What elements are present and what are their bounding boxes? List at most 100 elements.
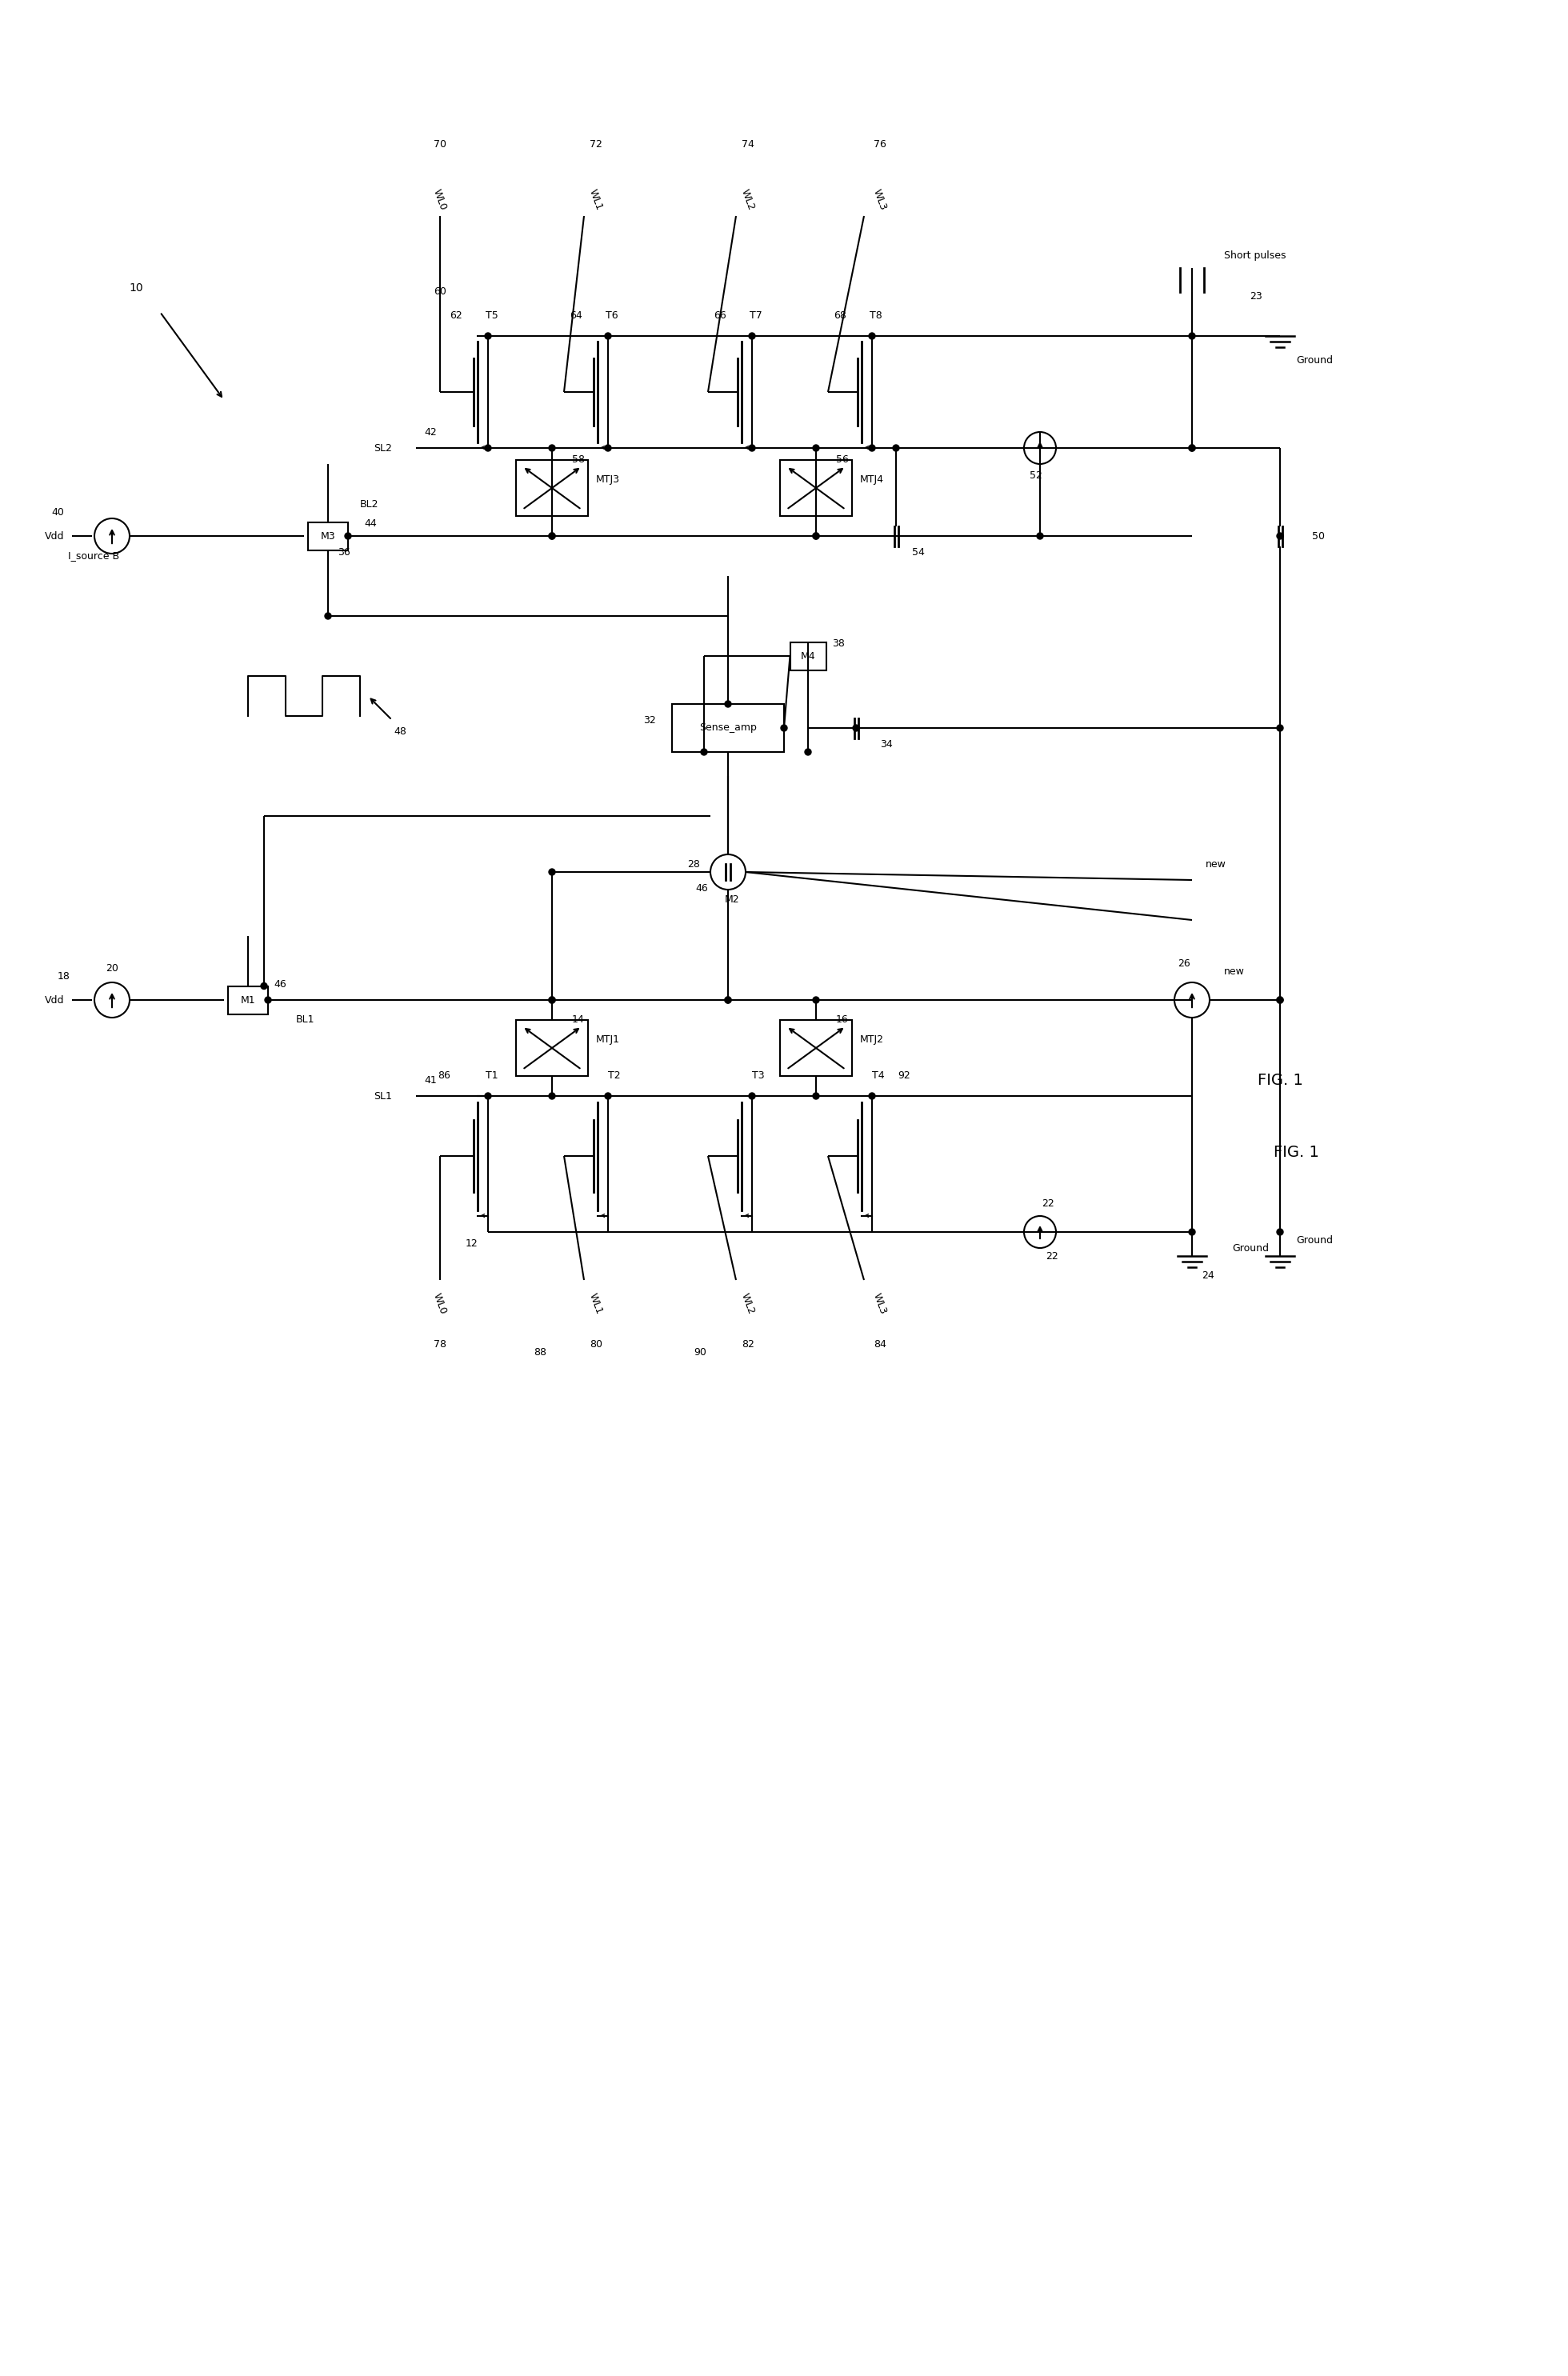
Circle shape: [869, 444, 875, 451]
Circle shape: [1276, 725, 1283, 732]
Circle shape: [549, 870, 555, 874]
Text: T4: T4: [872, 1072, 884, 1081]
Circle shape: [605, 444, 612, 451]
Text: Short pulses: Short pulses: [1225, 252, 1286, 261]
Text: 18: 18: [58, 972, 71, 981]
Text: BL1: BL1: [296, 1015, 315, 1024]
Circle shape: [1189, 444, 1195, 451]
Circle shape: [345, 532, 351, 539]
Circle shape: [750, 1093, 756, 1100]
Circle shape: [812, 532, 818, 539]
Circle shape: [549, 998, 555, 1003]
Text: 58: 58: [572, 454, 585, 466]
Text: SL2: SL2: [373, 442, 392, 454]
Circle shape: [812, 998, 818, 1003]
Bar: [779, 461, 851, 516]
Bar: [790, 642, 826, 670]
Text: 56: 56: [836, 454, 848, 466]
Text: T2: T2: [608, 1072, 621, 1081]
Text: T8: T8: [870, 311, 883, 321]
Text: WL1: WL1: [588, 188, 605, 211]
Text: T3: T3: [753, 1072, 765, 1081]
Bar: [516, 461, 588, 516]
Text: M3: M3: [320, 530, 336, 542]
Text: 12: 12: [466, 1238, 478, 1250]
Circle shape: [1276, 532, 1283, 539]
Text: WL2: WL2: [740, 188, 757, 211]
Circle shape: [265, 998, 271, 1003]
Text: 23: 23: [1250, 290, 1262, 302]
Text: MTJ1: MTJ1: [596, 1036, 619, 1045]
Text: SL1: SL1: [373, 1091, 392, 1100]
Text: 44: 44: [364, 518, 376, 530]
Text: 28: 28: [687, 858, 699, 870]
Text: 90: 90: [693, 1347, 706, 1357]
Circle shape: [853, 725, 859, 732]
Circle shape: [724, 701, 731, 708]
Text: 64: 64: [569, 311, 582, 321]
Text: T1: T1: [486, 1072, 499, 1081]
Text: 80: 80: [590, 1338, 602, 1350]
Text: 92: 92: [898, 1072, 911, 1081]
Text: 46: 46: [274, 979, 287, 988]
Circle shape: [605, 333, 612, 340]
Circle shape: [750, 333, 756, 340]
Text: 88: 88: [533, 1347, 546, 1357]
Text: FIG. 1: FIG. 1: [1273, 1145, 1319, 1159]
Text: 52: 52: [1030, 470, 1043, 482]
Text: WL2: WL2: [740, 1293, 757, 1316]
Circle shape: [724, 998, 731, 1003]
Text: 34: 34: [880, 739, 892, 748]
Circle shape: [325, 613, 331, 620]
Text: T5: T5: [486, 311, 499, 321]
Circle shape: [812, 1093, 818, 1100]
Text: Ground: Ground: [1297, 1236, 1333, 1245]
Text: 76: 76: [873, 138, 886, 150]
Bar: [307, 523, 348, 549]
Text: 84: 84: [873, 1338, 886, 1350]
Text: T6: T6: [605, 311, 618, 321]
Circle shape: [1189, 444, 1195, 451]
Bar: [779, 1019, 851, 1076]
Text: 10: 10: [129, 283, 143, 295]
Text: Ground: Ground: [1232, 1243, 1269, 1252]
Text: WL0: WL0: [431, 1293, 448, 1316]
Text: 24: 24: [1201, 1271, 1214, 1281]
Text: 60: 60: [434, 287, 447, 297]
Text: MTJ2: MTJ2: [859, 1036, 884, 1045]
Circle shape: [701, 748, 707, 756]
Circle shape: [812, 532, 818, 539]
Bar: [516, 1019, 588, 1076]
Circle shape: [892, 444, 898, 451]
Text: M2: M2: [724, 896, 740, 905]
Circle shape: [724, 998, 731, 1003]
Text: 72: 72: [590, 138, 602, 150]
Text: 70: 70: [434, 138, 447, 150]
Circle shape: [549, 532, 555, 539]
Text: 26: 26: [1178, 960, 1190, 969]
Text: 36: 36: [337, 546, 350, 558]
Circle shape: [1276, 1228, 1283, 1236]
Circle shape: [485, 444, 491, 451]
Text: 40: 40: [52, 506, 64, 518]
Bar: [227, 986, 268, 1015]
Text: MTJ3: MTJ3: [596, 475, 619, 485]
Text: 86: 86: [437, 1072, 450, 1081]
Text: Vdd: Vdd: [44, 530, 64, 542]
Circle shape: [549, 532, 555, 539]
Text: 22: 22: [1046, 1250, 1058, 1262]
Text: Sense_amp: Sense_amp: [699, 722, 757, 734]
Text: M4: M4: [801, 651, 815, 661]
Circle shape: [804, 748, 811, 756]
Bar: [673, 703, 784, 751]
Text: 82: 82: [742, 1338, 754, 1350]
Text: 78: 78: [434, 1338, 447, 1350]
Text: 38: 38: [833, 639, 845, 649]
Text: new: new: [1225, 967, 1245, 977]
Text: 41: 41: [423, 1074, 436, 1086]
Text: 54: 54: [913, 546, 925, 558]
Text: WL0: WL0: [431, 188, 448, 211]
Text: WL3: WL3: [872, 188, 889, 211]
Text: 14: 14: [572, 1015, 585, 1024]
Text: WL3: WL3: [872, 1293, 889, 1316]
